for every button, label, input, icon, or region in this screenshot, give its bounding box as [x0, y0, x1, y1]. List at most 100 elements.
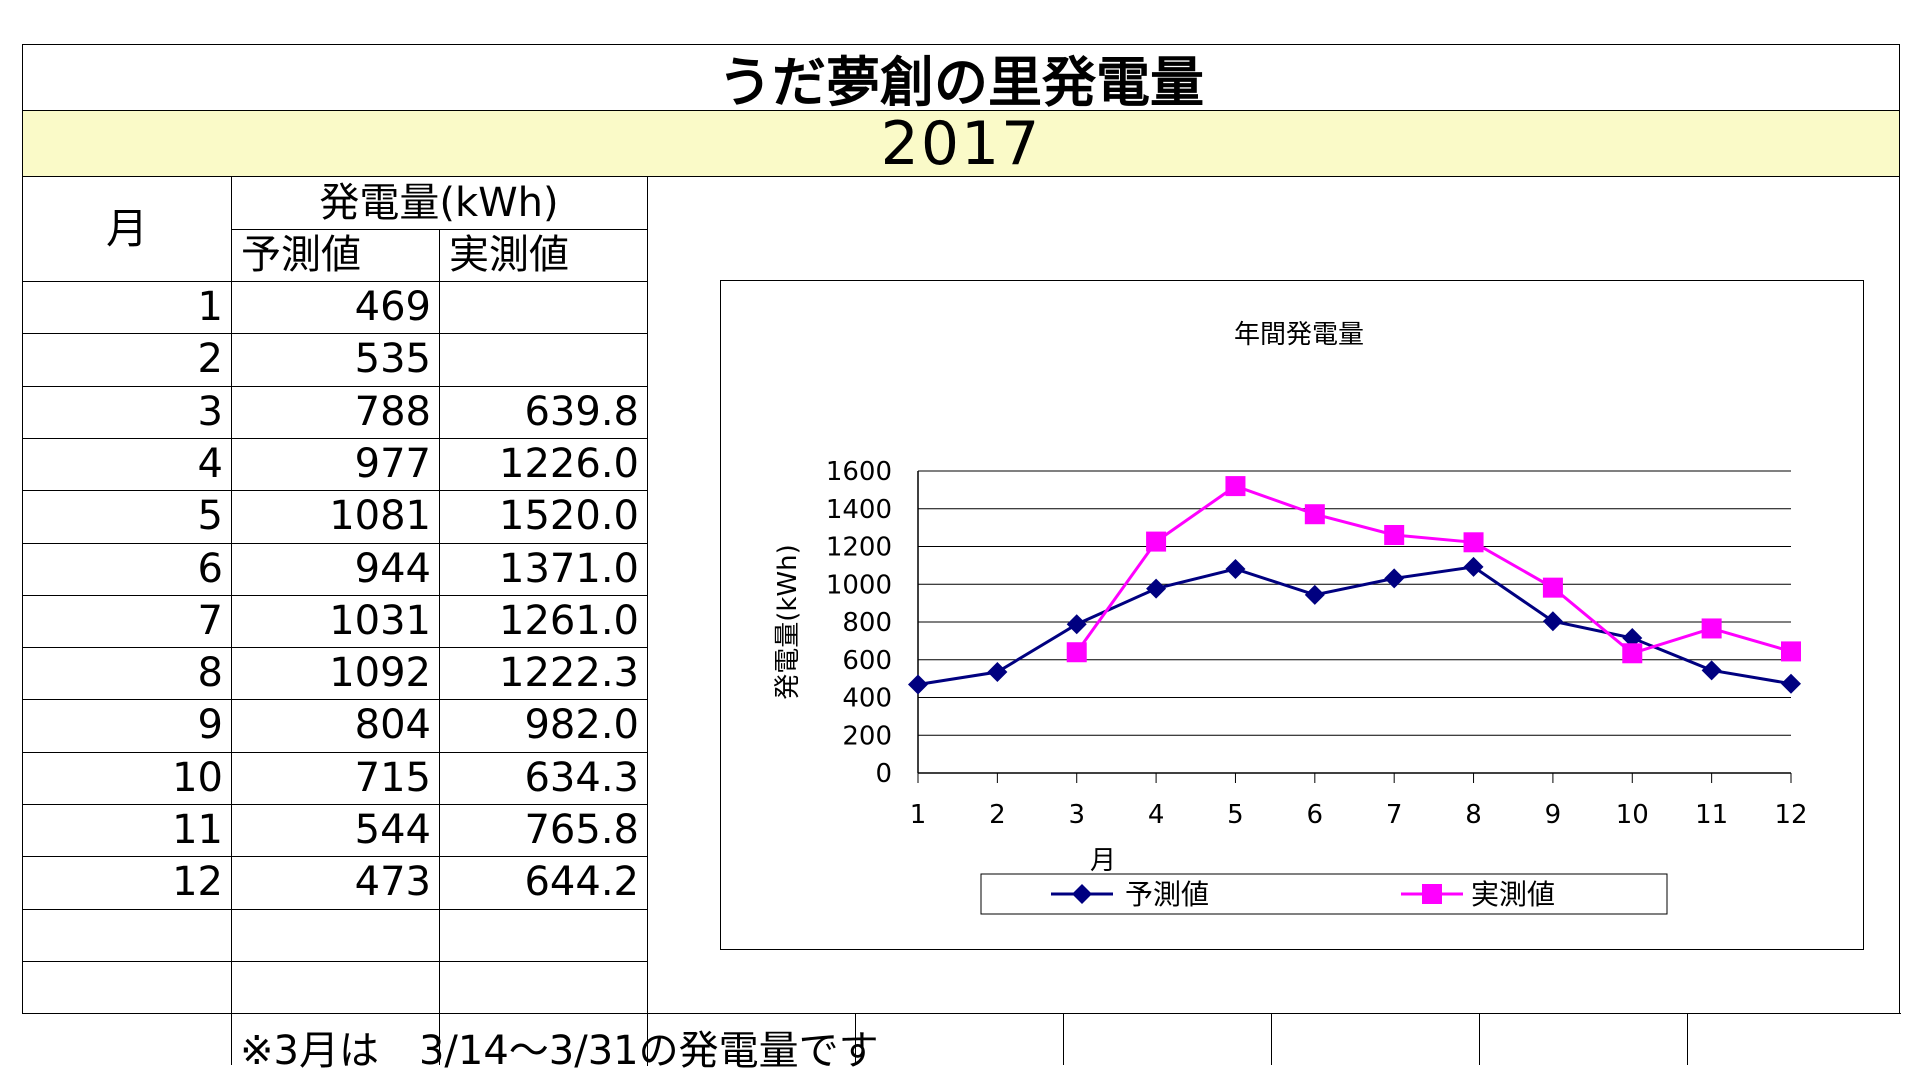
page-title: うだ夢創の里発電量 [23, 45, 1899, 114]
actual-point [1225, 476, 1246, 497]
row-divider [23, 333, 647, 335]
month-cell: 4 [197, 440, 223, 487]
header-divider [23, 281, 647, 282]
forecast-point [1304, 584, 1325, 605]
spreadsheet: うだ夢創の里発電量 2017 月発電量(kWh) 予測値 実測値 1 469 2 535 3 7… [22, 44, 1901, 1066]
row-divider [23, 699, 647, 701]
col-divider [1063, 1013, 1064, 1066]
y-tick-label: 0 [875, 759, 892, 789]
col-divider [647, 177, 648, 1066]
legend-forecast-label: 予測値 [1125, 878, 1209, 911]
y-tick-label: 1600 [826, 457, 892, 487]
month-cell: 9 [197, 702, 223, 749]
row-divider [23, 960, 647, 962]
actual-cell: 634.3 [524, 754, 639, 801]
row-divider [23, 647, 647, 649]
row-divider [23, 437, 647, 439]
footnote: ※3月は 3/14～3/31の発電量です [240, 1028, 879, 1074]
row-divider [23, 1013, 1901, 1015]
month-cell: 12 [172, 859, 223, 906]
month-cell: 11 [172, 807, 223, 853]
x-tick-label: 3 [1068, 800, 1085, 830]
row-divider [23, 542, 647, 544]
col-divider [855, 1013, 856, 1066]
forecast-cell: 715 [354, 754, 431, 801]
actual-point [1146, 531, 1167, 552]
x-tick-label: 12 [1774, 800, 1807, 830]
y-tick-label: 1200 [826, 533, 892, 563]
forecast-point [1225, 558, 1246, 579]
actual-point [1463, 532, 1484, 553]
forecast-cell: 804 [354, 702, 431, 749]
y-tick-label: 1400 [826, 495, 892, 525]
row-divider [23, 751, 647, 753]
x-tick-label: 7 [1386, 800, 1403, 830]
actual-cell: 1371.0 [499, 545, 639, 592]
month-cell: 10 [172, 754, 223, 801]
forecast-point [1384, 568, 1405, 589]
x-tick-label: 1 [910, 800, 927, 830]
actual-cell: 639.8 [524, 388, 639, 435]
forecast-cell: 944 [354, 545, 431, 592]
actual-cell [439, 333, 647, 385]
forecast-cell: 1081 [329, 493, 431, 540]
actual-point [1622, 643, 1643, 664]
month-cell: 3 [197, 388, 223, 435]
legend-marker [1422, 884, 1442, 904]
actual-cell: 1222.3 [499, 650, 639, 697]
row-divider [23, 804, 647, 805]
y-tick-label: 800 [842, 608, 892, 638]
series-line-forecast [917, 565, 1792, 686]
forecast-point [908, 674, 928, 695]
x-tick-label: 4 [1148, 800, 1165, 830]
forecast-cell: 788 [354, 388, 431, 435]
year-banner: 2017 [23, 109, 1899, 179]
x-axis-title: 月 [1090, 846, 1116, 876]
y-axis-title: 発電量(kWh) [773, 544, 803, 700]
actual-point [1066, 642, 1087, 663]
actual-cell: 765.8 [524, 807, 639, 853]
forecast-cell: 977 [354, 440, 431, 487]
col-divider [1271, 1013, 1272, 1066]
forecast-cell: 544 [354, 807, 431, 853]
forecast-point [1463, 556, 1484, 577]
actual-point [1304, 504, 1325, 525]
x-tick-label: 5 [1227, 800, 1244, 830]
actual-point [1384, 524, 1405, 545]
col-divider [1479, 1013, 1480, 1066]
row-divider [23, 385, 647, 387]
forecast-point [1622, 628, 1643, 649]
month-cell: 2 [197, 336, 223, 383]
forecast-point [987, 662, 1008, 683]
row-divider [23, 908, 647, 910]
chart-title: 年間発電量 [1234, 320, 1364, 350]
actual-cell: 644.2 [524, 859, 639, 906]
y-tick-label: 400 [842, 684, 892, 714]
forecast-header: 予測値 [241, 232, 361, 278]
y-tick-label: 600 [842, 646, 892, 676]
month-cell: 8 [197, 650, 223, 697]
x-tick-label: 8 [1465, 800, 1482, 830]
month-cell: 5 [197, 493, 223, 540]
forecast-point [1146, 578, 1167, 599]
month-cell: 6 [197, 545, 223, 592]
forecast-cell: 469 [354, 284, 431, 330]
col-divider [439, 229, 440, 1014]
x-tick-label: 10 [1616, 800, 1649, 830]
forecast-point [1066, 614, 1087, 635]
chart-area: 年間発電量 0 200 400 600 800 1000 1200 1400 1600 1 2 3 4 5 6… [720, 280, 1864, 950]
actual-point [1701, 618, 1722, 639]
col-divider [439, 1013, 440, 1066]
forecast-point [1781, 673, 1801, 694]
x-tick-label: 2 [989, 800, 1006, 830]
col-divider [231, 1013, 232, 1066]
month-cell: 1 [197, 284, 223, 330]
month-cell: 7 [197, 597, 223, 644]
header-divider [231, 229, 647, 230]
x-tick-label: 11 [1695, 800, 1728, 830]
row-divider [23, 490, 647, 492]
actual-cell: 1261.0 [499, 597, 639, 644]
actual-cell [439, 281, 647, 333]
generation-header: 発電量(kWh) [319, 180, 559, 226]
forecast-cell: 473 [354, 859, 431, 906]
